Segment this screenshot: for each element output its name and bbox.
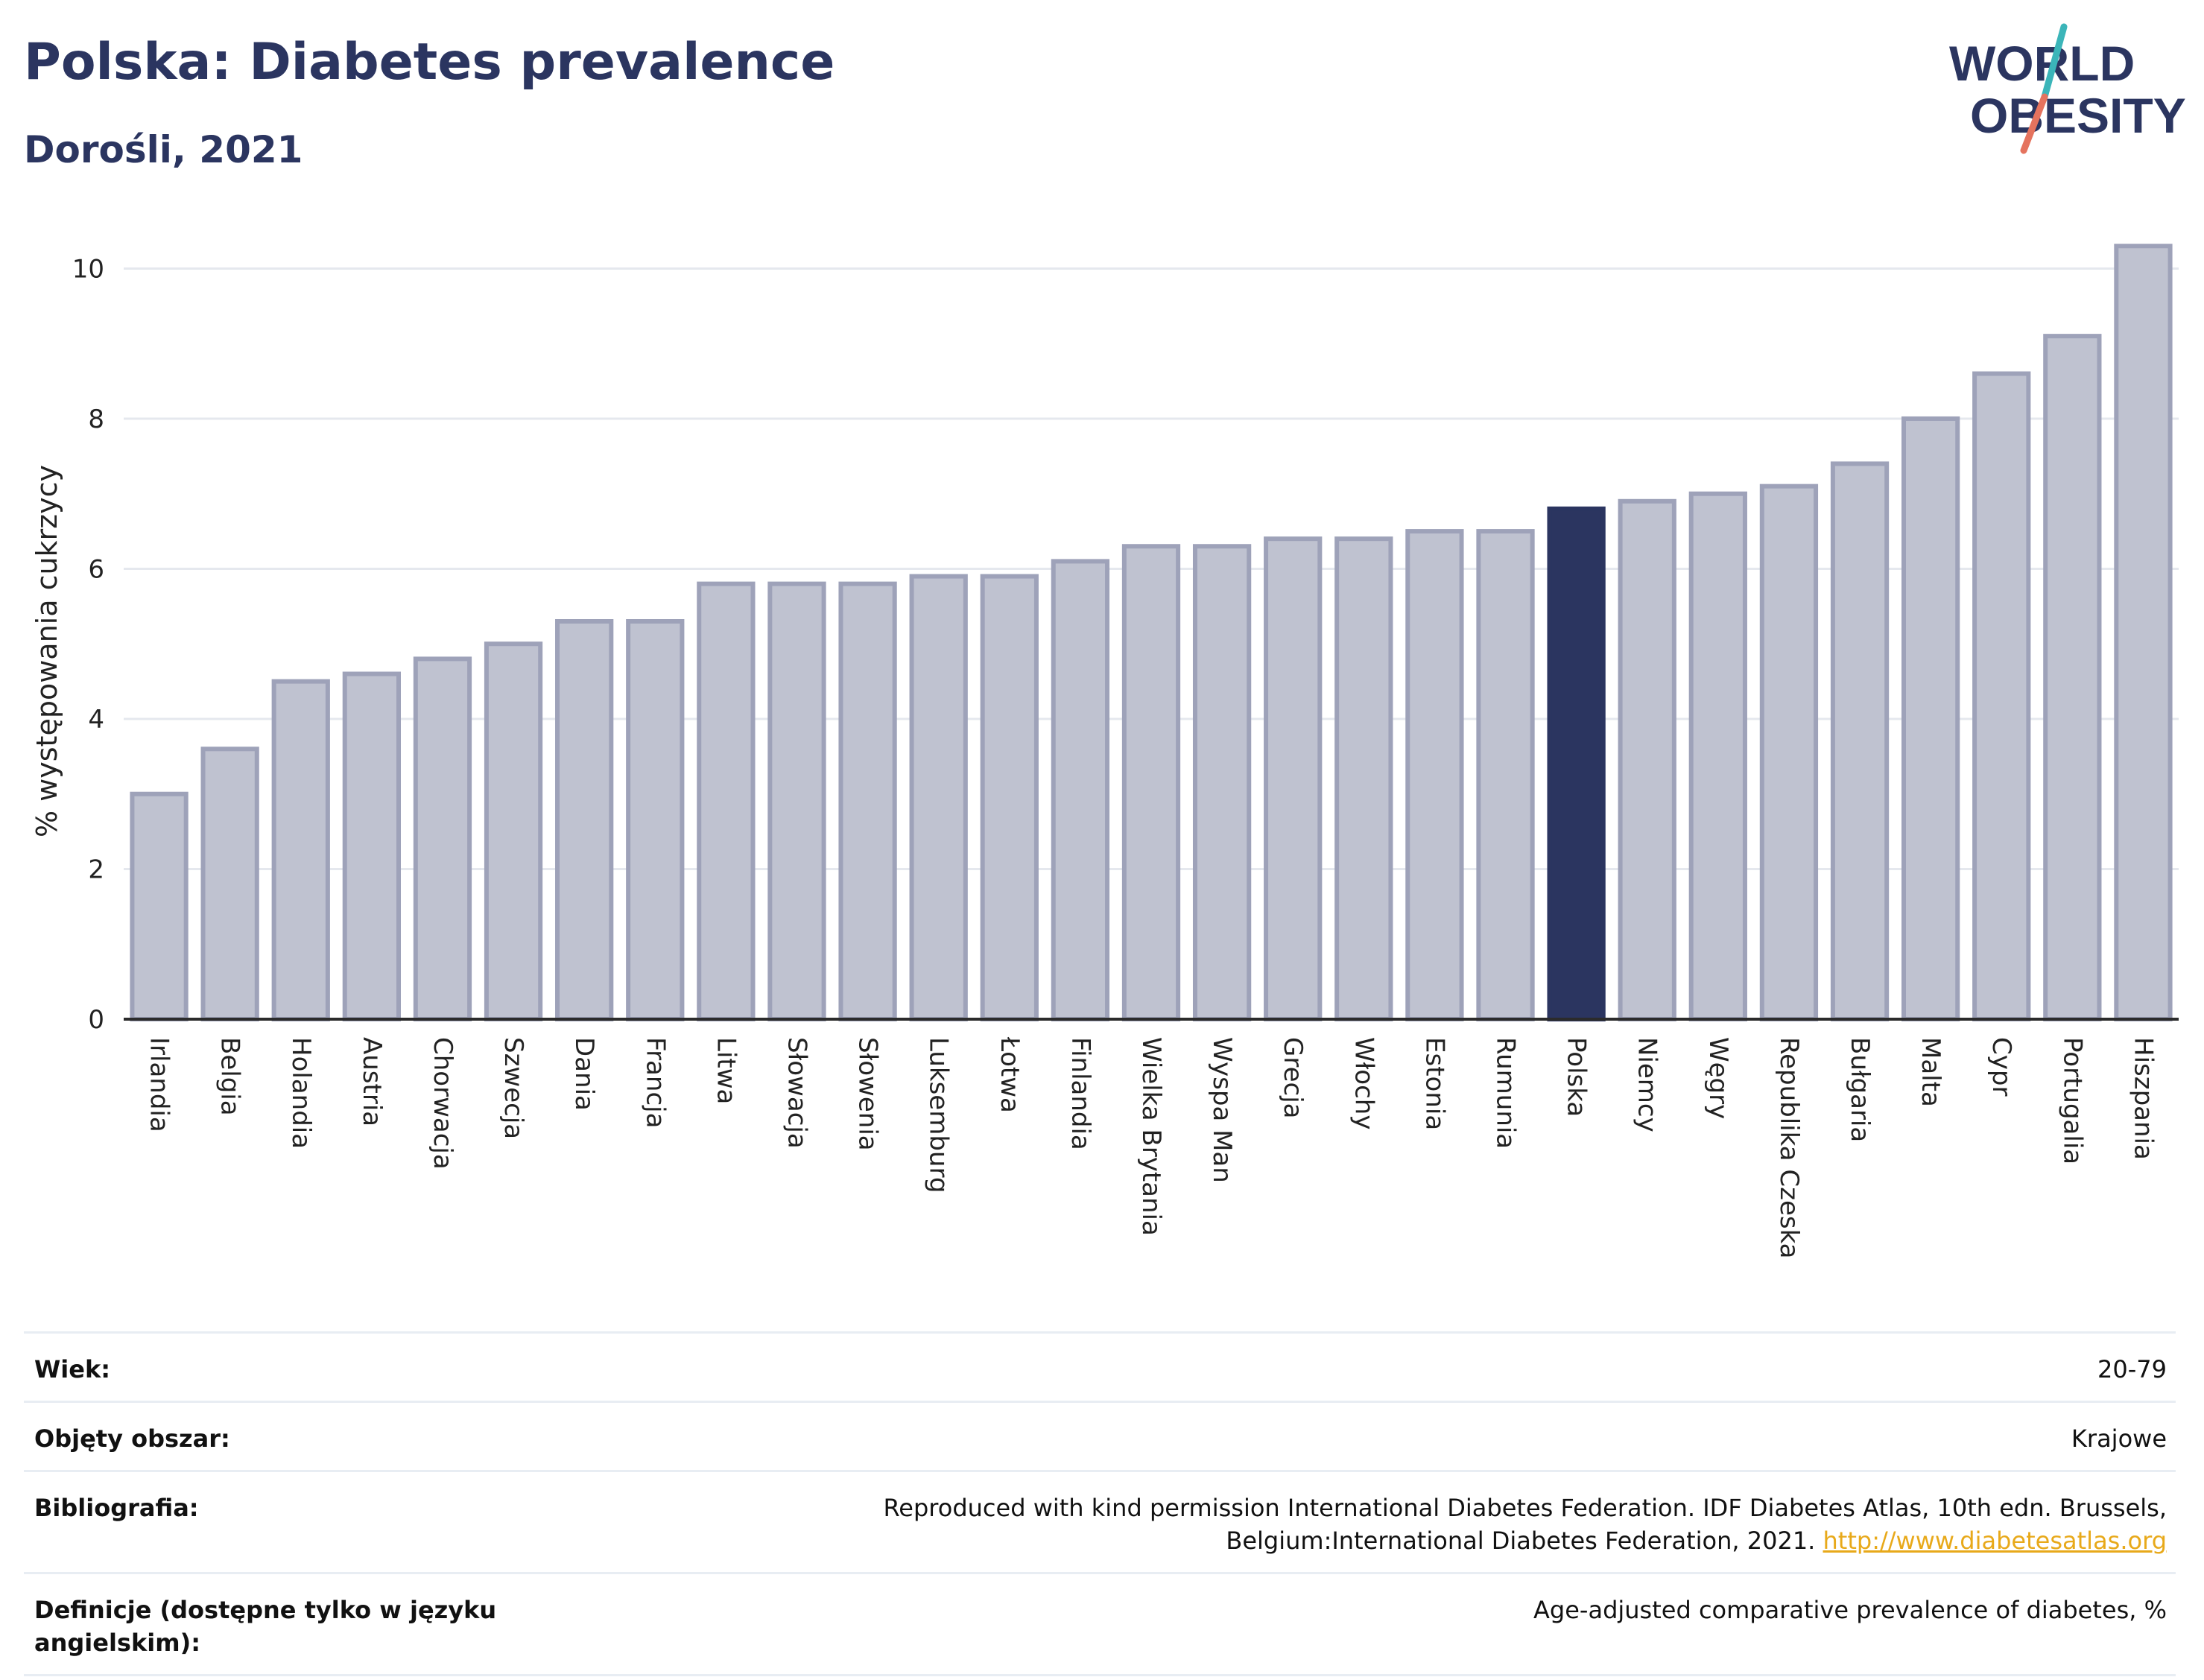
meta-label: Bibliografia:: [34, 1494, 199, 1522]
x-tick-label: Łotwa: [995, 1036, 1025, 1113]
meta-value: Age-adjusted comparative prevalence of d…: [1533, 1596, 2167, 1624]
x-tick-label: Litwa: [711, 1037, 741, 1104]
bar-1: [200, 747, 259, 1021]
x-tick-label: Republika Czeska: [1774, 1037, 1804, 1259]
bar-8: [697, 581, 756, 1021]
meta-value-bibliography: Reproduced with kind permission Internat…: [677, 1492, 2167, 1557]
bar-3: [342, 671, 402, 1022]
x-tick-label: Hiszpania: [2128, 1037, 2158, 1160]
x-tick-label: Chorwacja: [428, 1037, 457, 1170]
world-obesity-logo: WORLD OBESITY: [1949, 23, 2186, 154]
y-tick-label: 4: [88, 705, 104, 735]
bar-6: [555, 619, 614, 1021]
bar-28: [2114, 244, 2173, 1021]
x-tick-label: Austria: [357, 1037, 387, 1126]
bar-2: [271, 679, 330, 1021]
bar-26: [1972, 371, 2031, 1021]
logo-slash-coral: [2020, 93, 2048, 154]
meta-row-definition: Definicje (dostępne tylko w języku angie…: [24, 1572, 2176, 1676]
bar-7: [626, 619, 685, 1021]
bar-12: [980, 574, 1039, 1021]
bibliography-text: Reproduced with kind permission Internat…: [883, 1494, 2167, 1555]
bar-19: [1476, 529, 1535, 1021]
bar-4: [413, 656, 472, 1022]
x-tick-label: Irlandia: [145, 1037, 174, 1132]
bar-17: [1334, 536, 1393, 1021]
x-tick-label: Grecja: [1278, 1037, 1308, 1118]
y-tick-label: 6: [88, 554, 104, 584]
x-tick-label: Szwecja: [498, 1037, 528, 1139]
x-tick-label: Bułgaria: [1845, 1037, 1875, 1142]
x-tick-label: Wyspa Man: [1207, 1037, 1237, 1183]
bar-22: [1688, 491, 1747, 1021]
x-tick-label: Polska: [1562, 1037, 1592, 1117]
x-tick-label: Francja: [640, 1037, 670, 1128]
metadata-table: Wiek: 20-79 Objęty obszar: Krajowe Bibli…: [24, 1331, 2176, 1676]
bar-18: [1405, 529, 1464, 1021]
x-tick-label: Estonia: [1419, 1037, 1449, 1130]
bar-15: [1192, 544, 1252, 1021]
meta-label: Wiek:: [34, 1355, 111, 1383]
bar-14: [1121, 544, 1181, 1021]
bar-21: [1618, 498, 1676, 1021]
bar-11: [909, 574, 968, 1021]
x-tick-label: Niemcy: [1633, 1037, 1662, 1132]
y-tick-label: 2: [88, 855, 104, 884]
y-axis-title: % występowania cukrzycy: [31, 465, 63, 837]
bar-9: [767, 581, 826, 1021]
y-tick-label: 8: [88, 405, 104, 434]
meta-label: Objęty obszar:: [34, 1424, 230, 1453]
x-tick-label: Dania: [569, 1037, 599, 1111]
bar-25: [1901, 416, 1960, 1021]
y-tick-label: 10: [72, 254, 104, 284]
x-tick-label: Cypr: [1986, 1037, 2016, 1096]
meta-value: Krajowe: [2071, 1424, 2167, 1453]
bar-16: [1264, 536, 1323, 1021]
bibliography-link[interactable]: http://www.diabetesatlas.org: [1823, 1527, 2167, 1555]
meta-row-coverage: Objęty obszar: Krajowe: [24, 1401, 2176, 1470]
meta-row-bibliography: Bibliografia: Reproduced with kind permi…: [24, 1470, 2176, 1572]
x-tick-label: Węgry: [1703, 1037, 1733, 1119]
x-tick-label: Finlandia: [1065, 1037, 1095, 1150]
meta-row-age: Wiek: 20-79: [24, 1331, 2176, 1401]
x-tick-label: Luksemburg: [924, 1037, 954, 1193]
chart-title: Polska: Diabetes prevalence: [24, 33, 835, 92]
x-tick-label: Wielka Brytania: [1136, 1037, 1166, 1236]
x-tick-label: Portugalia: [2057, 1037, 2087, 1164]
x-tick-label: Słowacja: [782, 1037, 811, 1149]
bar-chart: 0 2 4 6 8 10 % występowania cukrzycy Irlandia Be…: [31, 244, 2179, 1259]
bar-10: [838, 581, 897, 1021]
x-tick-label: Słowenia: [853, 1037, 883, 1151]
x-tick-label: Rumunia: [1491, 1037, 1521, 1149]
bar-24: [1830, 461, 1890, 1021]
bar-27: [2043, 334, 2102, 1021]
x-tick-label: Belgia: [215, 1037, 245, 1116]
bar-5: [484, 641, 543, 1022]
bar-13: [1051, 559, 1110, 1021]
chart-subtitle: Dorośli, 2021: [24, 128, 303, 171]
x-tick-label: Malta: [1916, 1037, 1945, 1107]
meta-label: Definicje (dostępne tylko w języku angie…: [34, 1596, 497, 1657]
logo-line1: WORLD: [1949, 36, 2135, 91]
x-tick-label: Holandia: [286, 1037, 316, 1149]
bar-23: [1759, 484, 1819, 1021]
x-tick-label: Włochy: [1349, 1037, 1378, 1129]
logo-slash-teal: [2041, 23, 2068, 101]
bar-0: [130, 791, 189, 1021]
y-tick-label: 0: [88, 1005, 104, 1035]
logo-line2: OBESITY: [1970, 88, 2186, 143]
meta-value: 20-79: [2097, 1355, 2167, 1383]
bar-20: [1547, 506, 1606, 1021]
